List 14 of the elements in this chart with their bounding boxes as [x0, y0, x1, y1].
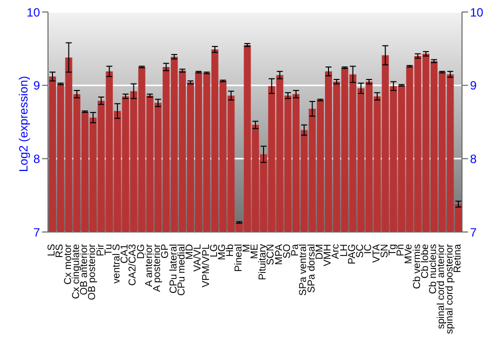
- y-tick-label: 9: [33, 78, 40, 93]
- x-tick-label: A posterior: [152, 243, 164, 292]
- x-tick-label: ME: [250, 244, 260, 259]
- x-tick-label: Pituitary: [258, 244, 269, 280]
- y-tick-label: 7: [33, 225, 40, 240]
- y-tick-label: 8: [33, 152, 40, 166]
- y2-tick-label: 10: [470, 5, 484, 20]
- y-tick-label: 10: [26, 5, 40, 20]
- y2-tick-label: 7: [470, 225, 477, 240]
- y-axis-title: Log2 (expression): [16, 76, 30, 172]
- y2-tick-label: 9: [470, 78, 477, 93]
- x-tick-label: Tg: [388, 244, 398, 256]
- y2-tick-label: 8: [470, 152, 477, 166]
- x-tick-label: RS: [54, 244, 66, 258]
